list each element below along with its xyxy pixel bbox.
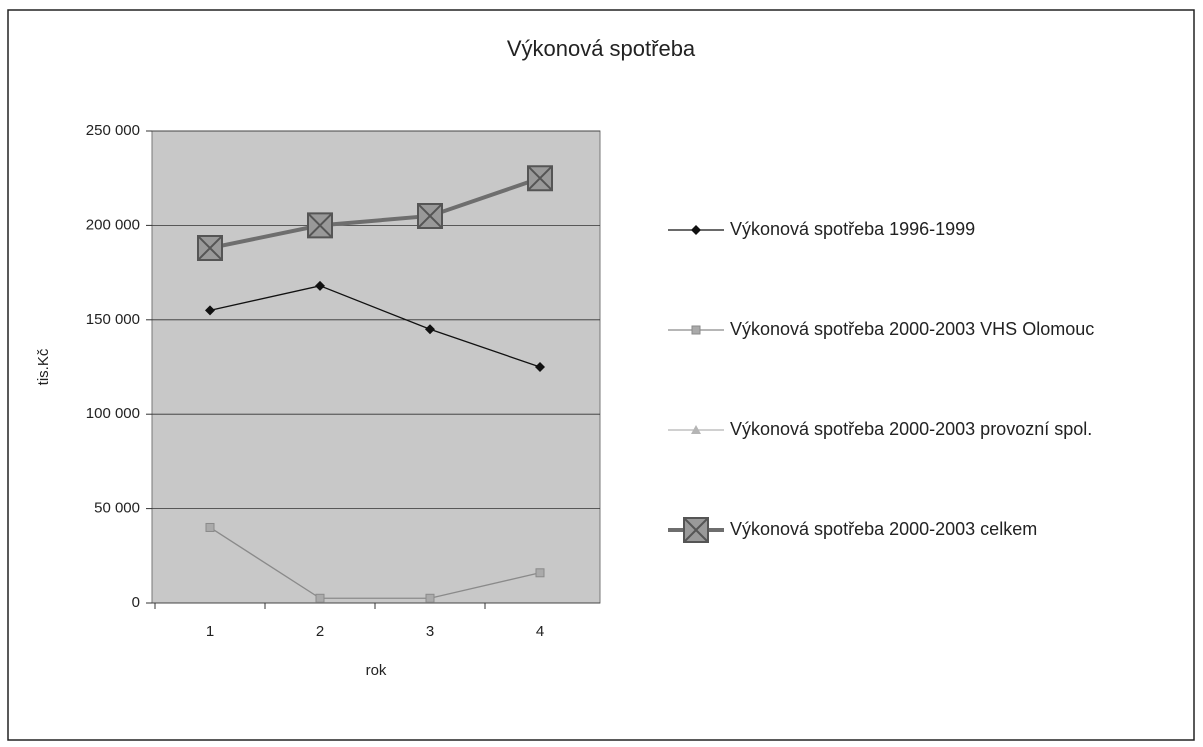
marker: [205, 522, 215, 532]
marker: [535, 568, 545, 578]
y-tick-label: 200 000: [86, 216, 140, 233]
marker: [417, 202, 443, 229]
x-tick-label: 3: [426, 623, 434, 640]
chart-title: Výkonová spotřeba: [507, 36, 696, 61]
series-line: [209, 526, 541, 599]
x-tick-label: 1: [206, 623, 214, 640]
legend-label: Výkonová spotřeba 1996-1999: [730, 219, 975, 239]
marker: [535, 362, 545, 372]
y-tick-label: 0: [132, 594, 140, 611]
series-line: [209, 176, 541, 251]
marker: [315, 593, 325, 603]
x-axis-label: rok: [366, 662, 387, 679]
y-tick-label: 150 000: [86, 311, 140, 328]
series-line: [209, 285, 541, 368]
x-tick-label: 2: [316, 623, 324, 640]
marker: [315, 280, 325, 291]
marker: [527, 165, 553, 192]
y-tick-label: 50 000: [94, 500, 140, 517]
legend-label: Výkonová spotřeba 2000-2003 VHS Olomouc: [730, 319, 1094, 339]
marker: [425, 324, 435, 335]
legend-label: Výkonová spotřeba 2000-2003 provozní spo…: [730, 419, 1092, 439]
marker: [691, 225, 701, 235]
legend-label: Výkonová spotřeba 2000-2003 celkem: [730, 519, 1037, 539]
marker: [307, 212, 333, 239]
marker: [691, 425, 701, 434]
marker: [691, 325, 701, 335]
marker: [197, 235, 223, 262]
y-tick-label: 100 000: [86, 405, 140, 422]
marker: [425, 593, 435, 603]
marker: [205, 305, 215, 316]
marker: [683, 517, 709, 543]
y-tick-label: 250 000: [86, 122, 140, 139]
y-axis-label: tis.Kč: [35, 348, 52, 385]
x-tick-label: 4: [536, 623, 544, 640]
plot-area: [151, 130, 601, 604]
